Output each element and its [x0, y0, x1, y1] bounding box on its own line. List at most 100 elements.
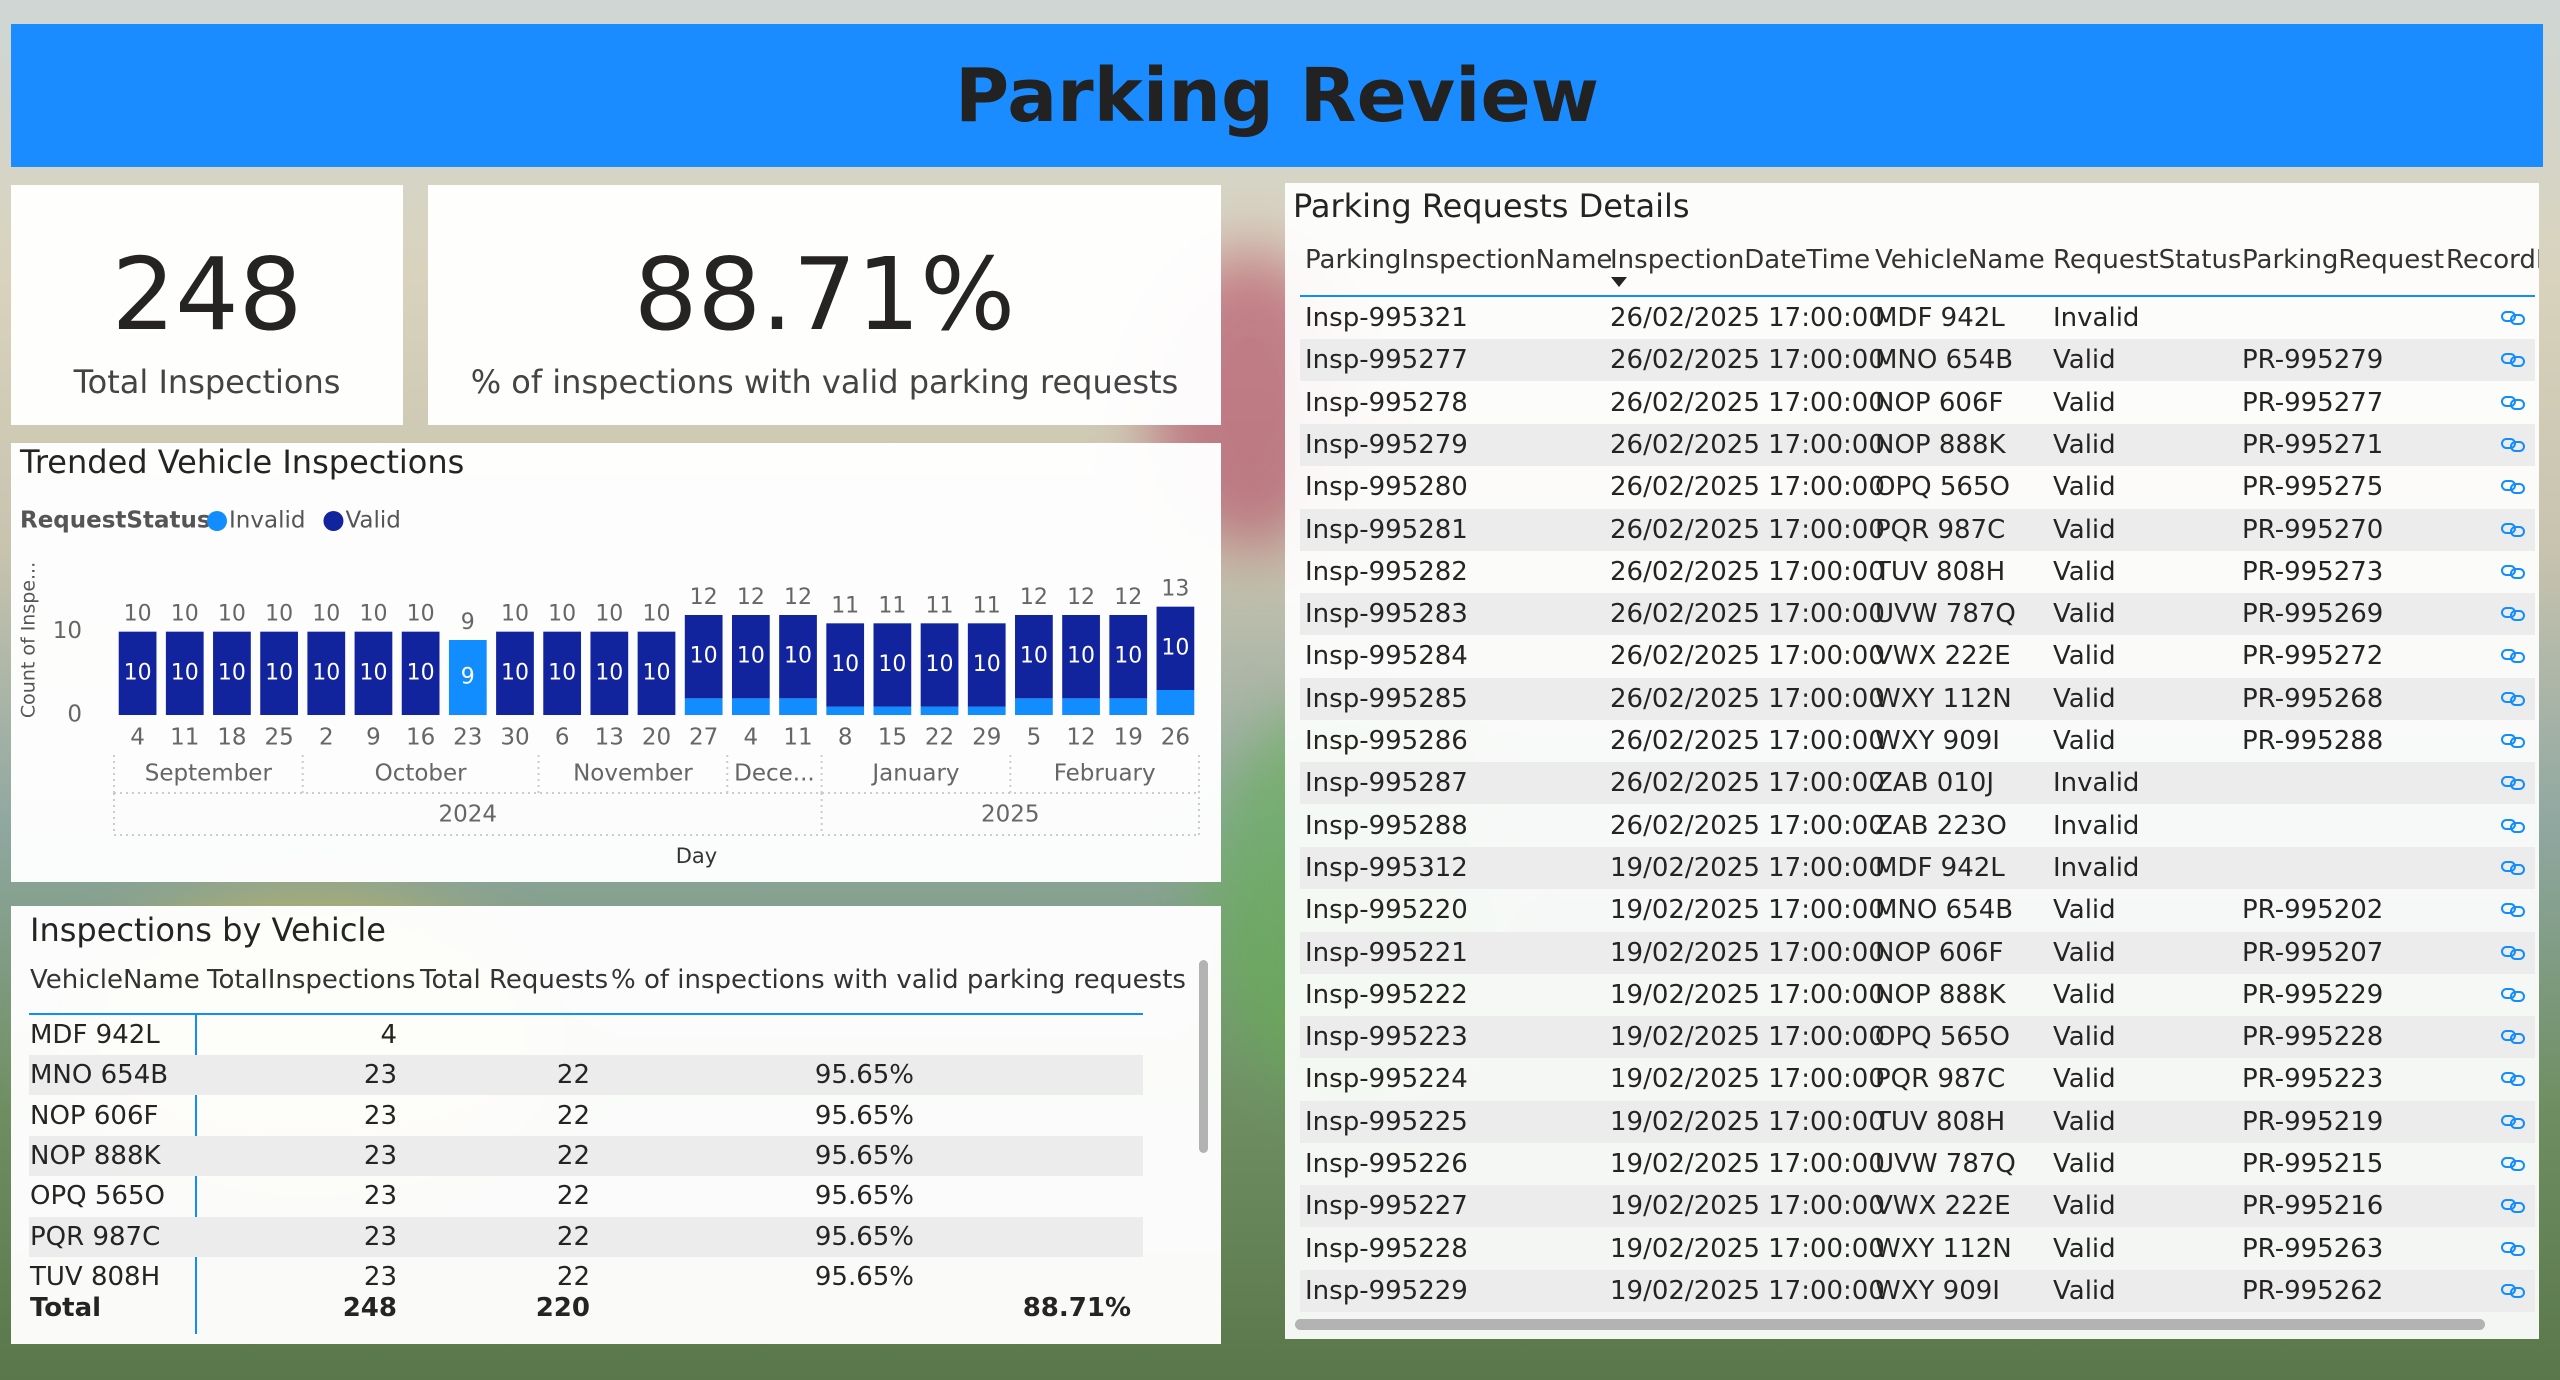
total-cell: Total — [30, 1288, 101, 1328]
link-icon[interactable] — [2500, 1112, 2528, 1132]
table-cell: Insp-995281 — [1305, 510, 1468, 550]
table-cell: Insp-995223 — [1305, 1017, 1468, 1057]
chart: Trended Vehicle InspectionsRequestStatus… — [11, 443, 1221, 882]
link-icon[interactable] — [2500, 308, 2528, 328]
table-cell: Insp-995285 — [1305, 679, 1468, 719]
link-icon[interactable] — [2500, 773, 2528, 793]
link-icon[interactable] — [2500, 562, 2528, 582]
table-cell: NOP 888K — [30, 1136, 161, 1176]
x-tick-label: 15 — [878, 725, 907, 751]
table-cell: 26/02/2025 17:00:00 — [1610, 340, 1885, 380]
data-label: 10 — [124, 660, 152, 685]
table-cell: NOP 888K — [1875, 425, 2006, 465]
x-tick-label: 5 — [1027, 725, 1042, 751]
table-cell: PR-995273 — [2242, 552, 2383, 592]
column-header: % of inspections with valid parking requ… — [611, 960, 1186, 1000]
table-cell: Valid — [2053, 552, 2116, 592]
scrollbar[interactable] — [1199, 960, 1208, 1153]
data-label: 10 — [595, 660, 623, 685]
data-label: 10 — [265, 660, 293, 685]
table-cell: Invalid — [2053, 298, 2139, 338]
link-icon[interactable] — [2500, 731, 2528, 751]
total-label: 10 — [548, 602, 576, 627]
table-cell: 23 — [364, 1096, 397, 1136]
table-cell: Invalid — [2053, 806, 2139, 846]
x-tick-label: 13 — [595, 725, 624, 751]
total-label: 11 — [926, 593, 954, 618]
table-cell: 26/02/2025 17:00:00 — [1610, 806, 1885, 846]
table-cell: 19/02/2025 17:00:00 — [1610, 933, 1885, 973]
table-cell: Valid — [2053, 1186, 2116, 1226]
table-cell: 19/02/2025 17:00:00 — [1610, 1229, 1885, 1269]
month-label: October — [375, 761, 468, 787]
table-cell: 22 — [557, 1055, 590, 1095]
table-cell: PR-995272 — [2242, 636, 2383, 676]
x-tick-label: 9 — [366, 725, 381, 751]
column-header: TotalInspections — [207, 960, 416, 1000]
link-icon[interactable] — [2500, 393, 2528, 413]
total-cell: 220 — [536, 1288, 590, 1328]
link-icon[interactable] — [2500, 858, 2528, 878]
header-rule — [1300, 295, 2535, 297]
link-icon[interactable] — [2500, 900, 2528, 920]
table-cell: Insp-995279 — [1305, 425, 1468, 465]
link-icon[interactable] — [2500, 1196, 2528, 1216]
x-tick-label: 25 — [264, 725, 293, 751]
link-icon[interactable] — [2500, 943, 2528, 963]
total-label: 13 — [1161, 577, 1189, 602]
link-icon[interactable] — [2500, 604, 2528, 624]
x-tick-label: 6 — [555, 725, 570, 751]
scrollbar[interactable] — [1295, 1319, 2485, 1330]
x-tick-label: 27 — [689, 725, 718, 751]
table-cell: 19/02/2025 17:00:00 — [1610, 890, 1885, 930]
table-cell: Insp-995280 — [1305, 467, 1468, 507]
table-cell: 26/02/2025 17:00:00 — [1610, 636, 1885, 676]
x-tick-label: 30 — [500, 725, 529, 751]
total-cell: 88.71% — [1023, 1288, 1131, 1328]
link-icon[interactable] — [2500, 1239, 2528, 1259]
month-label: Dece... — [734, 761, 815, 787]
link-icon[interactable] — [2500, 1281, 2528, 1301]
table-cell: Insp-995278 — [1305, 383, 1468, 423]
table-cell: 23 — [364, 1055, 397, 1095]
x-tick-label: 12 — [1066, 725, 1095, 751]
link-icon[interactable] — [2500, 520, 2528, 540]
table-cell: Insp-995321 — [1305, 298, 1468, 338]
link-icon[interactable] — [2500, 646, 2528, 666]
table-cell: Insp-995224 — [1305, 1059, 1468, 1099]
table-cell: PR-995215 — [2242, 1144, 2383, 1184]
link-icon[interactable] — [2500, 816, 2528, 836]
table-cell: PR-995202 — [2242, 890, 2383, 930]
link-icon[interactable] — [2500, 689, 2528, 709]
month-label: September — [145, 761, 273, 787]
link-icon[interactable] — [2500, 1069, 2528, 1089]
kpi-label: Total Inspections — [11, 363, 403, 401]
table-cell: PR-995269 — [2242, 594, 2383, 634]
table-cell: 26/02/2025 17:00:00 — [1610, 510, 1885, 550]
bar-segment — [874, 707, 912, 715]
link-icon[interactable] — [2500, 477, 2528, 497]
table-cell: Valid — [2053, 679, 2116, 719]
table-cell: 23 — [364, 1176, 397, 1216]
table-cell: UVW 787Q — [1875, 1144, 2016, 1184]
table-cell: VWX 222E — [1875, 636, 2011, 676]
table-cell: 95.65% — [815, 1055, 914, 1095]
bar-segment — [826, 707, 864, 715]
kpi-card: 88.71% % of inspections with valid parki… — [428, 185, 1221, 425]
table-cell: Valid — [2053, 425, 2116, 465]
link-icon[interactable] — [2500, 1027, 2528, 1047]
link-icon[interactable] — [2500, 1154, 2528, 1174]
data-label: 10 — [643, 660, 671, 685]
table-title: Parking Requests Details — [1293, 186, 1690, 226]
x-tick-label: 2 — [319, 725, 334, 751]
bar-segment — [921, 707, 959, 715]
link-icon[interactable] — [2500, 435, 2528, 455]
legend-marker — [207, 511, 227, 531]
table-cell: Invalid — [2053, 763, 2139, 803]
table-cell: WXY 909I — [1875, 721, 2000, 761]
table-cell: PQR 987C — [1875, 510, 2005, 550]
link-icon[interactable] — [2500, 985, 2528, 1005]
table-cell: 26/02/2025 17:00:00 — [1610, 552, 1885, 592]
link-icon[interactable] — [2500, 350, 2528, 370]
table-cell: 22 — [557, 1176, 590, 1216]
